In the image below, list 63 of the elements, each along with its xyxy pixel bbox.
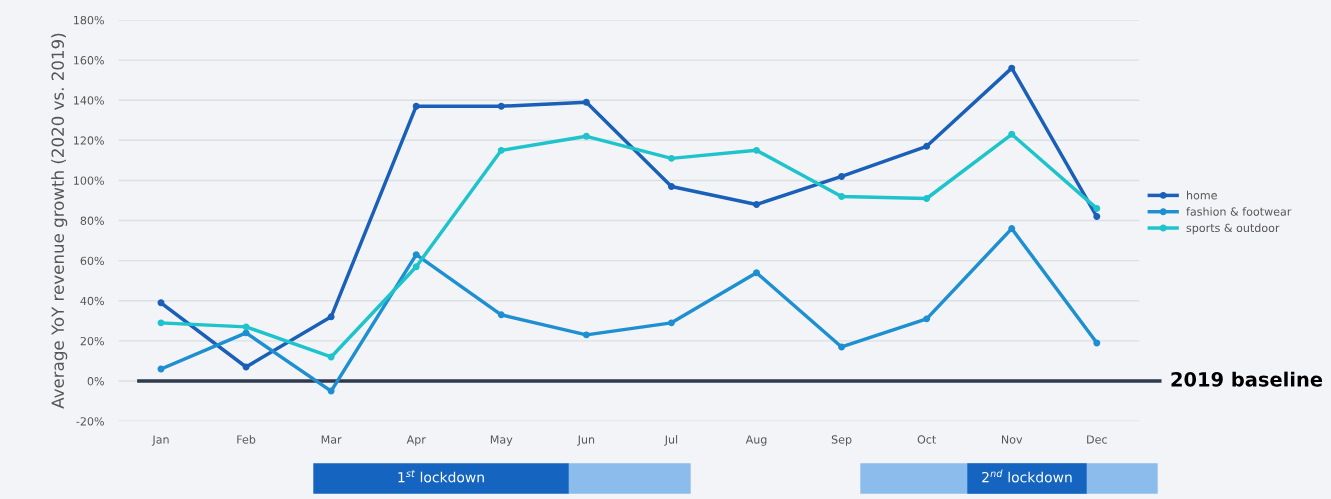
y-tick-label: 60% [80, 256, 104, 266]
x-tick-label: Jun [577, 435, 595, 446]
point [1093, 205, 1101, 212]
point [412, 251, 420, 259]
y-tick-label: 120% [74, 136, 104, 145]
point [412, 102, 420, 110]
point [923, 195, 931, 202]
point [1008, 64, 1016, 72]
legend-label: home [1187, 190, 1217, 200]
point [582, 331, 590, 339]
x-tick-label: Sep [831, 435, 852, 446]
y-tick-label: 80% [80, 216, 104, 225]
ref-line-label: 2019 baseline [1171, 371, 1323, 387]
y-tick-label: -20% [76, 417, 104, 426]
x-tick-label: Nov [1001, 435, 1023, 444]
point [412, 263, 420, 271]
point [753, 201, 760, 208]
point [1093, 339, 1101, 347]
point [582, 132, 590, 140]
x-tick-label: Feb [237, 435, 256, 444]
point [923, 315, 931, 323]
y-tick-label: 140% [74, 96, 104, 105]
x-tick-label: Dec [1087, 435, 1107, 444]
y-tick-label: 180% [74, 15, 104, 25]
x-tick-label: Oct [917, 435, 936, 444]
y-tick-label: 160% [74, 56, 104, 65]
point [667, 319, 675, 327]
point [242, 323, 250, 331]
point [327, 313, 335, 321]
point [242, 329, 250, 337]
point [1008, 130, 1016, 138]
y-tick-label: 100% [74, 176, 104, 185]
point [923, 142, 931, 150]
point [497, 146, 505, 154]
point [157, 319, 165, 327]
x-tick-label: Jul [664, 435, 678, 446]
point [667, 182, 675, 190]
point [157, 299, 165, 307]
x-tick-label: Apr [406, 435, 426, 446]
y-tick-label: 0% [87, 377, 104, 386]
point [497, 311, 505, 319]
y-tick-label: 40% [80, 296, 104, 306]
point [327, 353, 335, 361]
x-tick-label: Mar [321, 435, 342, 444]
point [582, 98, 590, 106]
point [667, 154, 675, 162]
x-tick-label: Aug [745, 435, 767, 446]
x-tick-label: May [490, 435, 513, 446]
x-tick-label: Jan [151, 435, 169, 446]
text: 1$^{st}$ lockdown [398, 470, 484, 483]
y-tick-label: 20% [80, 336, 104, 346]
point [497, 102, 505, 110]
point [838, 343, 846, 351]
point [327, 387, 335, 395]
point [753, 146, 760, 154]
point [753, 269, 760, 277]
point [838, 193, 846, 200]
y-axis-title: Average YoY revenue growth (2020 vs. 2019) [51, 33, 68, 409]
point [1093, 213, 1101, 221]
text: 2$^{nd}$ lockdown [982, 469, 1072, 483]
legend-label: fashion & footwear [1186, 207, 1292, 216]
point [838, 172, 846, 180]
legend-label: sports & outdoor [1186, 223, 1280, 235]
